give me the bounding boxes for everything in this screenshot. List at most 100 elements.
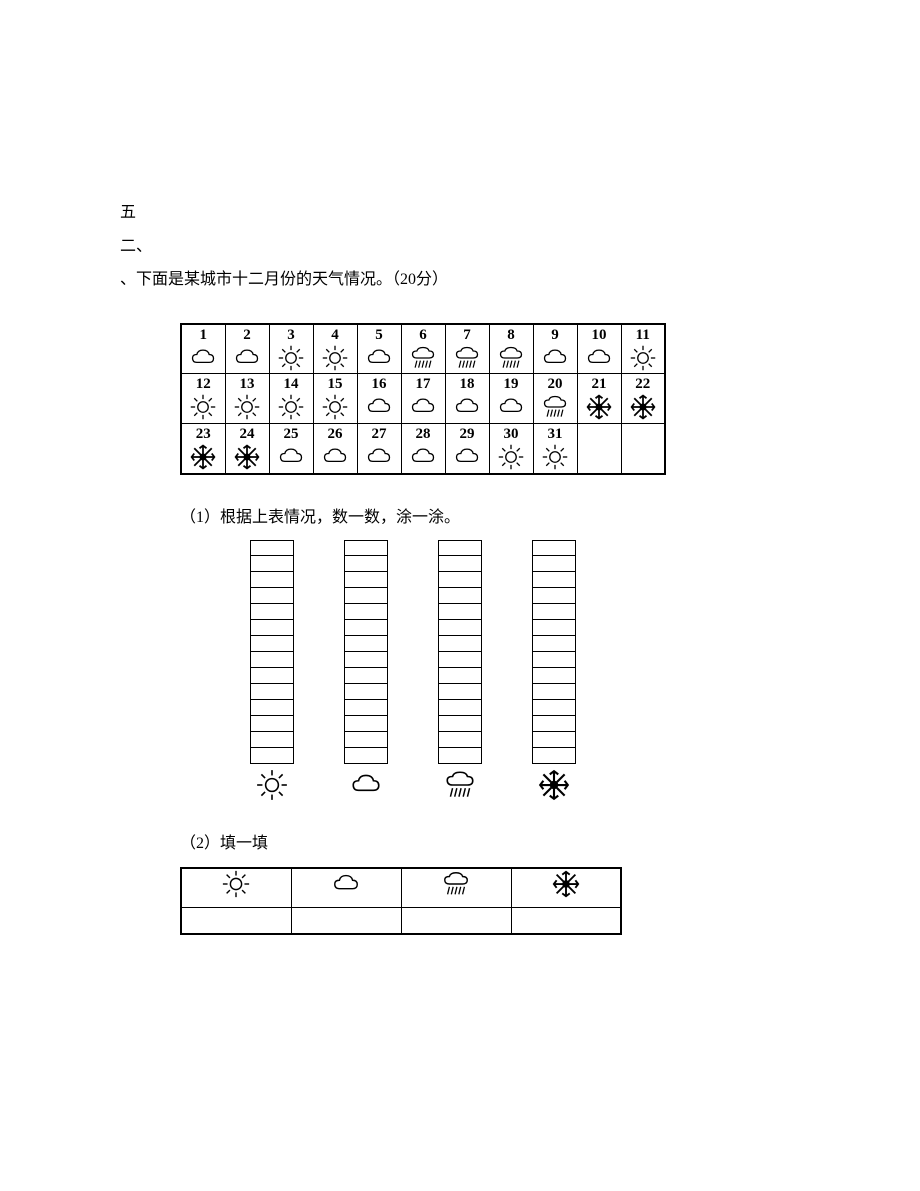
cloud-icon	[453, 393, 481, 421]
date-number: 15	[314, 375, 357, 393]
sun-icon	[541, 443, 569, 471]
date-number: 16	[358, 375, 401, 393]
date-number: 24	[226, 425, 269, 443]
rain-icon	[409, 344, 437, 372]
cloud-icon	[585, 344, 613, 372]
date-number: 1	[182, 326, 225, 344]
calendar-cell: 24	[225, 424, 269, 474]
bar-cell	[250, 540, 294, 556]
calendar-cell: 8	[489, 324, 533, 374]
bar-cell	[438, 668, 482, 684]
calendar-cell: 12	[181, 374, 225, 424]
calendar-cell: 21	[577, 374, 621, 424]
weather-calendar-table: 1234567891011121314151617181920212223242…	[180, 323, 666, 475]
sun-icon	[629, 344, 657, 372]
calendar-cell: 29	[445, 424, 489, 474]
calendar-cell: 23	[181, 424, 225, 474]
snow-icon	[551, 869, 581, 899]
sun-icon	[321, 344, 349, 372]
calendar-cell: 2	[225, 324, 269, 374]
bar-cell	[438, 556, 482, 572]
snow-icon	[537, 768, 571, 802]
bar-cell	[438, 636, 482, 652]
bar-cell	[438, 604, 482, 620]
calendar-cell: 28	[401, 424, 445, 474]
sun-icon	[321, 393, 349, 421]
date-number: 12	[182, 375, 225, 393]
date-number: 31	[534, 425, 577, 443]
date-number: 20	[534, 375, 577, 393]
calendar-cell: 30	[489, 424, 533, 474]
bar-cell	[344, 652, 388, 668]
bar-cell	[250, 652, 294, 668]
bar-cell	[438, 716, 482, 732]
snow-icon	[233, 443, 261, 471]
bar-cell	[344, 620, 388, 636]
bar-cell	[532, 540, 576, 556]
bar-cell	[250, 684, 294, 700]
snow-icon	[629, 393, 657, 421]
calendar-cell: 1	[181, 324, 225, 374]
date-number: 27	[358, 425, 401, 443]
fill-icon-cell	[401, 868, 511, 908]
cloud-icon	[365, 393, 393, 421]
cloud-icon	[541, 344, 569, 372]
date-number: 19	[490, 375, 533, 393]
date-number: 17	[402, 375, 445, 393]
bar-cell	[344, 668, 388, 684]
calendar-cell: 19	[489, 374, 533, 424]
fill-icon-cell	[291, 868, 401, 908]
date-number: 11	[622, 326, 665, 344]
date-number: 13	[226, 375, 269, 393]
bar-cell	[438, 732, 482, 748]
bar-cell	[532, 588, 576, 604]
bar	[532, 540, 576, 764]
bar-cell	[532, 652, 576, 668]
fill-answer-cell[interactable]	[511, 908, 621, 934]
bar-cell	[250, 572, 294, 588]
date-number: 29	[446, 425, 489, 443]
cloud-icon	[331, 869, 361, 899]
bar-cell	[344, 556, 388, 572]
bar-cell	[532, 556, 576, 572]
bar-column-cloudy	[344, 540, 388, 811]
date-number: 3	[270, 326, 313, 344]
calendar-cell: 11	[621, 324, 665, 374]
date-number: 6	[402, 326, 445, 344]
calendar-cell: 25	[269, 424, 313, 474]
bar-cell	[438, 588, 482, 604]
calendar-cell: 3	[269, 324, 313, 374]
bar-cell	[532, 668, 576, 684]
bar-cell	[438, 620, 482, 636]
bar-cell	[532, 732, 576, 748]
bar-cell	[532, 572, 576, 588]
calendar-cell: 4	[313, 324, 357, 374]
date-number: 10	[578, 326, 621, 344]
bar-chart	[250, 540, 800, 811]
snow-icon	[189, 443, 217, 471]
bar-column-sunny	[250, 540, 294, 811]
bar-cell	[344, 604, 388, 620]
date-number: 4	[314, 326, 357, 344]
bar-cell	[532, 604, 576, 620]
cloud-icon	[349, 768, 383, 802]
bar-cell	[344, 700, 388, 716]
fill-answer-cell[interactable]	[401, 908, 511, 934]
fill-answer-cell[interactable]	[291, 908, 401, 934]
date-number: 18	[446, 375, 489, 393]
date-number: 7	[446, 326, 489, 344]
heading-five: 五	[120, 200, 800, 226]
bar-cell	[532, 684, 576, 700]
date-number: 14	[270, 375, 313, 393]
calendar-cell: 6	[401, 324, 445, 374]
date-number: 23	[182, 425, 225, 443]
bar-cell	[344, 540, 388, 556]
bar-cell	[250, 620, 294, 636]
heading-two: 二、	[120, 234, 800, 260]
bar-cell	[250, 716, 294, 732]
cloud-icon	[453, 443, 481, 471]
fill-answer-cell[interactable]	[181, 908, 291, 934]
rain-icon	[541, 393, 569, 421]
calendar-cell: 9	[533, 324, 577, 374]
date-number: 30	[490, 425, 533, 443]
